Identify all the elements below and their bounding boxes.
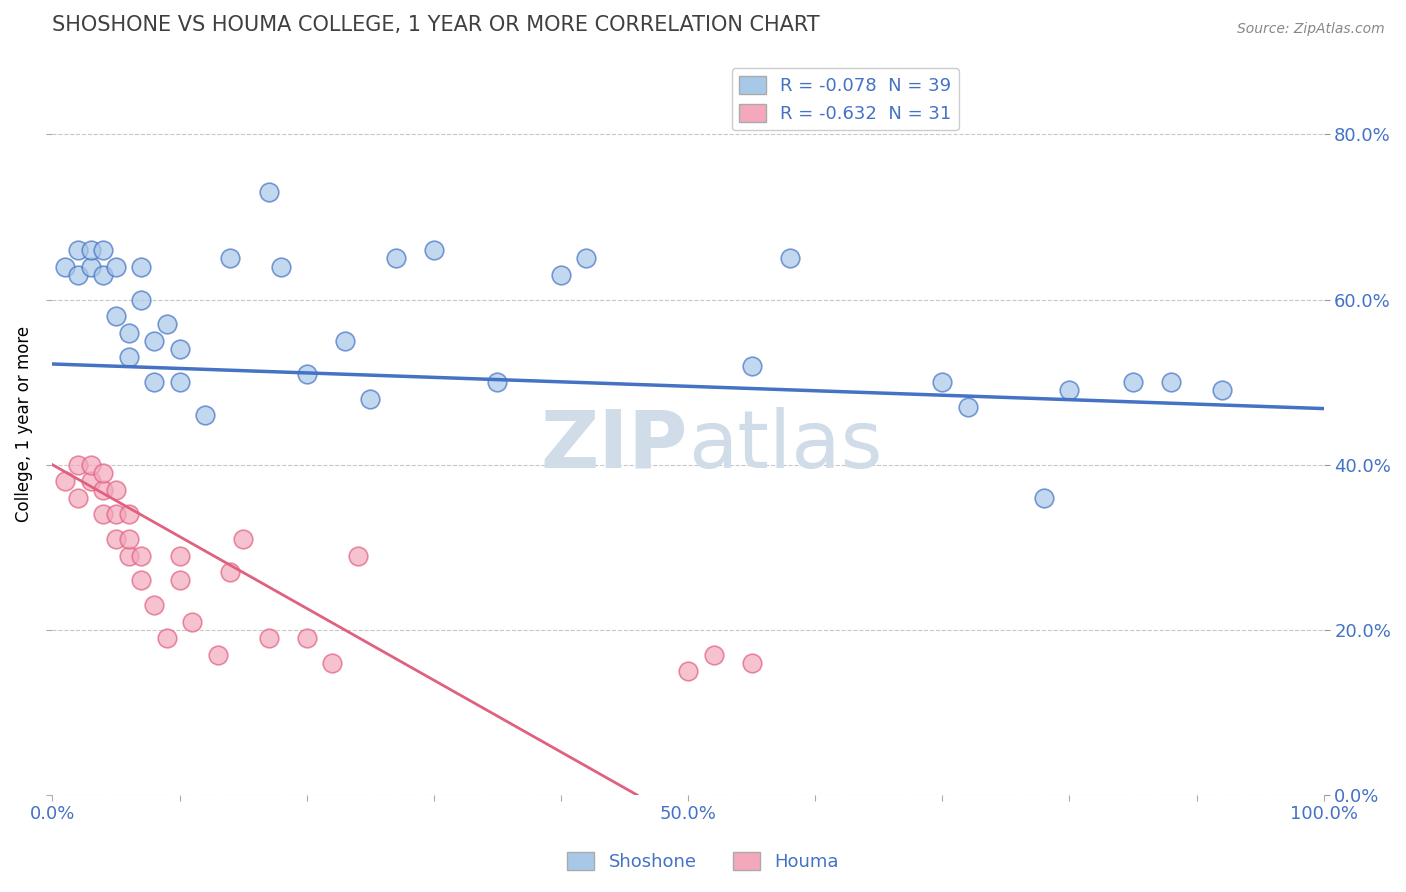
Point	[66, 491, 89, 505]
Point	[105, 508, 128, 522]
Point	[1211, 384, 1233, 398]
Text: Source: ZipAtlas.com: Source: ZipAtlas.com	[1237, 22, 1385, 37]
Text: SHOSHONE VS HOUMA COLLEGE, 1 YEAR OR MORE CORRELATION CHART: SHOSHONE VS HOUMA COLLEGE, 1 YEAR OR MOR…	[52, 15, 820, 35]
Point	[346, 549, 368, 563]
Point	[79, 458, 101, 472]
Point	[66, 268, 89, 282]
Point	[207, 648, 229, 662]
Point	[270, 260, 292, 274]
Point	[219, 252, 242, 266]
Legend: Shoshone, Houma: Shoshone, Houma	[560, 845, 846, 879]
Point	[118, 532, 141, 546]
Y-axis label: College, 1 year or more: College, 1 year or more	[15, 326, 32, 522]
Point	[66, 458, 89, 472]
Point	[423, 243, 446, 257]
Point	[66, 243, 89, 257]
Point	[118, 549, 141, 563]
Point	[1160, 375, 1182, 389]
Point	[143, 598, 166, 612]
Point	[295, 631, 318, 645]
Point	[79, 475, 101, 489]
Point	[486, 375, 509, 389]
Point	[143, 334, 166, 348]
Point	[118, 508, 141, 522]
Point	[131, 574, 153, 588]
Point	[931, 375, 953, 389]
Point	[91, 483, 114, 497]
Point	[53, 475, 76, 489]
Point	[79, 243, 101, 257]
Text: atlas: atlas	[688, 407, 883, 484]
Point	[118, 351, 141, 365]
Point	[156, 318, 179, 332]
Point	[295, 367, 318, 381]
Point	[143, 375, 166, 389]
Point	[1122, 375, 1144, 389]
Point	[91, 243, 114, 257]
Point	[53, 260, 76, 274]
Point	[333, 334, 356, 348]
Point	[741, 656, 763, 670]
Point	[575, 252, 598, 266]
Point	[181, 615, 204, 629]
Point	[169, 375, 191, 389]
Point	[91, 508, 114, 522]
Point	[131, 260, 153, 274]
Point	[105, 483, 128, 497]
Point	[105, 260, 128, 274]
Point	[131, 293, 153, 307]
Point	[169, 549, 191, 563]
Point	[702, 648, 724, 662]
Point	[676, 664, 699, 678]
Point	[169, 342, 191, 356]
Point	[131, 549, 153, 563]
Point	[194, 408, 217, 422]
Point	[105, 532, 128, 546]
Point	[156, 631, 179, 645]
Point	[105, 309, 128, 323]
Legend: R = -0.078  N = 39, R = -0.632  N = 31: R = -0.078 N = 39, R = -0.632 N = 31	[731, 69, 959, 130]
Point	[550, 268, 572, 282]
Point	[91, 268, 114, 282]
Point	[359, 392, 381, 406]
Point	[741, 359, 763, 373]
Point	[257, 185, 280, 199]
Point	[257, 631, 280, 645]
Point	[118, 326, 141, 340]
Point	[219, 565, 242, 579]
Point	[169, 574, 191, 588]
Point	[321, 656, 343, 670]
Point	[779, 252, 801, 266]
Point	[956, 400, 979, 414]
Point	[91, 466, 114, 480]
Point	[1059, 384, 1081, 398]
Point	[79, 260, 101, 274]
Text: ZIP: ZIP	[541, 407, 688, 484]
Point	[384, 252, 406, 266]
Point	[232, 532, 254, 546]
Point	[1033, 491, 1056, 505]
